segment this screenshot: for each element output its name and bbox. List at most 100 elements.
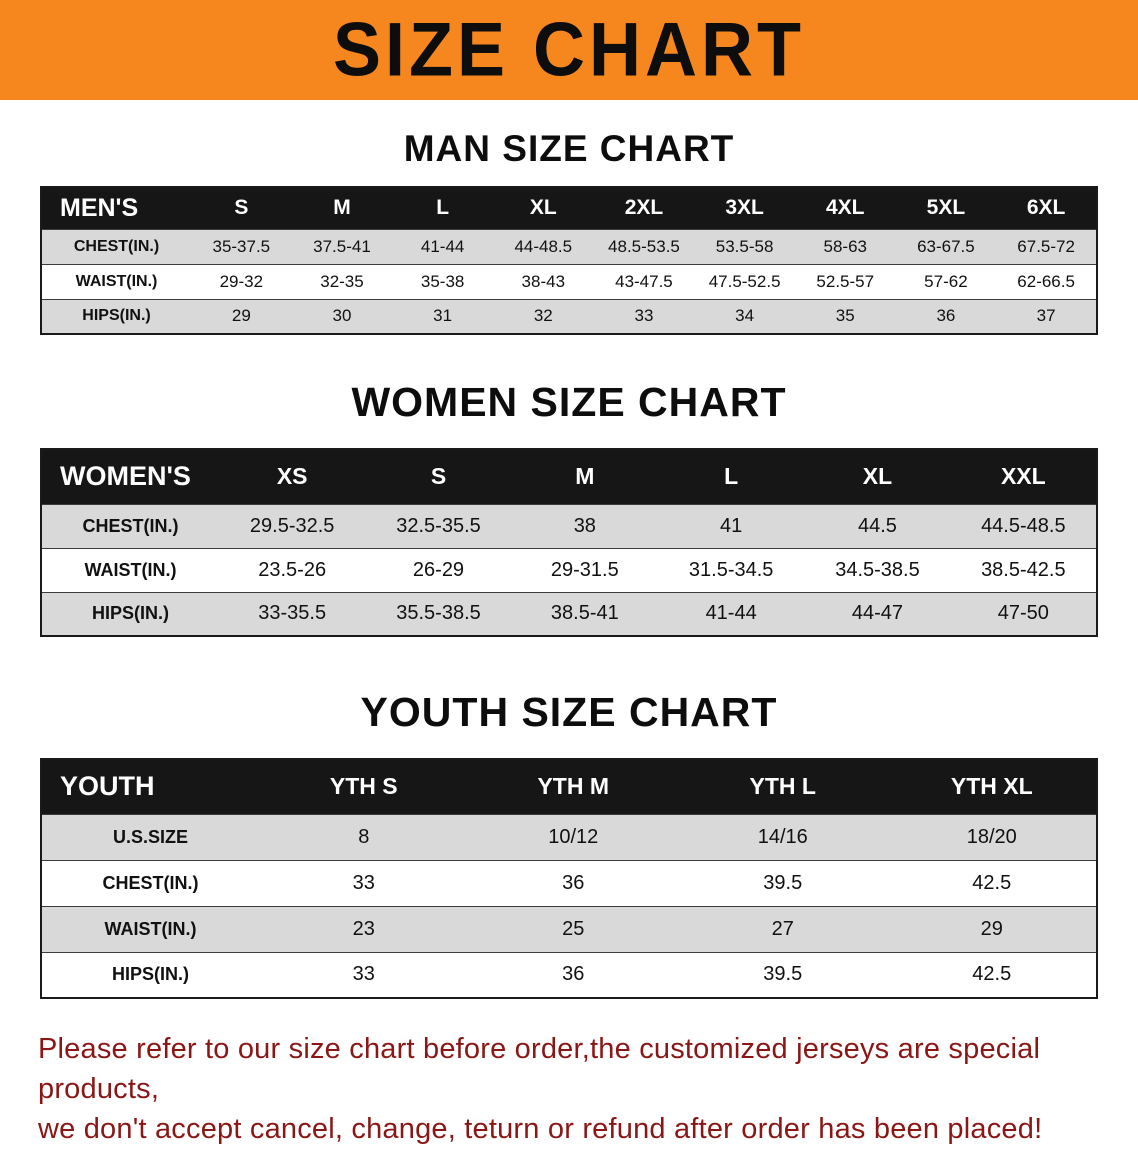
size-value-cell: 36: [468, 859, 678, 906]
size-value-cell: 42.5: [887, 951, 1097, 998]
measurement-row: HIPS(IN.) 33-35.5 35.5-38.5 38.5-41 41-44 44-…: [41, 591, 1097, 636]
size-value-cell: 10/12: [468, 813, 678, 860]
footer-notice: Please refer to our size chart before or…: [38, 1029, 1100, 1149]
size-value-cell: 29-31.5: [511, 547, 658, 592]
measurement-row: WAIST(IN.) 29-32 32-35 35-38 38-43 43-47.5 47.…: [41, 263, 1097, 299]
size-value-cell: 57-62: [895, 263, 997, 299]
men-section: MAN SIZE CHART MEN'S S M L XL 2XL 3XL 4XL 5XL 6XL…: [0, 128, 1138, 335]
size-value-cell: 31.5-34.5: [657, 547, 805, 592]
size-header-cell: XL: [492, 187, 594, 229]
size-value-cell: 52.5-57: [794, 263, 896, 299]
size-value-cell: 62-66.5: [996, 263, 1097, 299]
size-value-cell: 32-35: [291, 263, 393, 299]
row-label-cell: WAIST(IN.): [41, 905, 259, 952]
size-value-cell: 29.5-32.5: [219, 503, 366, 548]
men-size-table: MEN'S S M L XL 2XL 3XL 4XL 5XL 6XL CHEST(IN.) 35-37…: [40, 186, 1098, 335]
size-value-cell: 33: [593, 298, 695, 334]
size-value-cell: 37.5-41: [291, 228, 393, 264]
size-value-cell: 58-63: [794, 228, 896, 264]
size-header-cell: XS: [219, 449, 366, 504]
size-header-cell: 3XL: [694, 187, 795, 229]
size-header-cell: M: [511, 449, 658, 504]
size-header-cell: 5XL: [895, 187, 997, 229]
size-value-cell: 41-44: [657, 591, 805, 636]
row-label-cell: CHEST(IN.): [41, 859, 259, 906]
size-header-cell: XXL: [950, 449, 1097, 504]
measurement-row: U.S.SIZE 8 10/12 14/16 18/20: [41, 813, 1097, 860]
size-value-cell: 29: [191, 298, 292, 334]
men-section-heading: MAN SIZE CHART: [403, 128, 735, 169]
row-label-cell: U.S.SIZE: [41, 813, 259, 860]
size-value-cell: 34: [694, 298, 795, 334]
size-value-cell: 48.5-53.5: [593, 228, 695, 264]
size-header-cell: 2XL: [593, 187, 695, 229]
size-value-cell: 38.5-42.5: [950, 547, 1097, 592]
measurement-row: HIPS(IN.) 29 30 31 32 33 34 35 36 37: [41, 298, 1097, 334]
size-header-cell: M: [291, 187, 393, 229]
size-header-cell: L: [657, 449, 805, 504]
page-title: SIZE CHART: [333, 7, 805, 93]
table-title-cell: WOMEN'S: [41, 449, 219, 504]
size-value-cell: 32.5-35.5: [365, 503, 512, 548]
size-header-cell: S: [191, 187, 292, 229]
size-value-cell: 18/20: [887, 813, 1097, 860]
row-label-cell: CHEST(IN.): [41, 503, 219, 548]
size-value-cell: 35-38: [392, 263, 493, 299]
size-value-cell: 8: [259, 813, 469, 860]
size-value-cell: 36: [468, 951, 678, 998]
row-label-cell: HIPS(IN.): [41, 298, 191, 334]
youth-section: YOUTH SIZE CHART YOUTH YTH S YTH M YTH L YTH…: [0, 689, 1138, 999]
women-section: WOMEN SIZE CHART WOMEN'S XS S M L XL XXL CHEST(…: [0, 379, 1138, 637]
measurement-row: WAIST(IN.) 23.5-26 26-29 29-31.5 31.5-34.5 34…: [41, 547, 1097, 592]
banner: SIZE CHART: [0, 0, 1138, 100]
size-value-cell: 44.5-48.5: [950, 503, 1097, 548]
size-header-cell: YTH XL: [887, 759, 1097, 814]
size-value-cell: 33: [259, 859, 469, 906]
size-header-cell: 6XL: [996, 187, 1097, 229]
table-header-row: YOUTH YTH S YTH M YTH L YTH XL: [41, 759, 1097, 814]
size-header-cell: XL: [804, 449, 951, 504]
row-label-cell: HIPS(IN.): [41, 951, 259, 998]
size-value-cell: 38.5-41: [511, 591, 658, 636]
size-header-cell: YTH S: [259, 759, 469, 814]
size-value-cell: 39.5: [678, 951, 888, 998]
size-value-cell: 27: [678, 905, 888, 952]
youth-section-heading: YOUTH SIZE CHART: [360, 689, 778, 735]
size-value-cell: 14/16: [678, 813, 888, 860]
measurement-row: CHEST(IN.) 29.5-32.5 32.5-35.5 38 41 44.5 44.5…: [41, 503, 1097, 548]
size-value-cell: 47-50: [950, 591, 1097, 636]
size-value-cell: 29: [887, 905, 1097, 952]
size-value-cell: 33: [259, 951, 469, 998]
measurement-row: WAIST(IN.) 23 25 27 29: [41, 905, 1097, 952]
table-title-cell: MEN'S: [41, 187, 191, 229]
notice-line-1: Please refer to our size chart before or…: [38, 1033, 1041, 1106]
size-value-cell: 31: [392, 298, 493, 334]
row-label-cell: HIPS(IN.): [41, 591, 219, 636]
size-value-cell: 44-48.5: [492, 228, 594, 264]
size-value-cell: 41-44: [392, 228, 493, 264]
table-title-cell: YOUTH: [41, 759, 259, 814]
table-header-row: MEN'S S M L XL 2XL 3XL 4XL 5XL 6XL: [41, 187, 1097, 229]
size-value-cell: 41: [657, 503, 805, 548]
size-value-cell: 38: [511, 503, 658, 548]
size-header-cell: L: [392, 187, 493, 229]
women-section-heading: WOMEN SIZE CHART: [351, 379, 787, 425]
size-value-cell: 44-47: [804, 591, 951, 636]
size-value-cell: 36: [895, 298, 997, 334]
size-value-cell: 67.5-72: [996, 228, 1097, 264]
size-value-cell: 47.5-52.5: [694, 263, 795, 299]
size-value-cell: 32: [492, 298, 594, 334]
size-value-cell: 29-32: [191, 263, 292, 299]
size-value-cell: 34.5-38.5: [804, 547, 951, 592]
size-value-cell: 30: [291, 298, 393, 334]
size-header-cell: YTH M: [468, 759, 678, 814]
size-value-cell: 35-37.5: [191, 228, 292, 264]
table-header-row: WOMEN'S XS S M L XL XXL: [41, 449, 1097, 504]
youth-size-table: YOUTH YTH S YTH M YTH L YTH XL U.S.SIZE 8 10/12…: [40, 758, 1098, 999]
measurement-row: HIPS(IN.) 33 36 39.5 42.5: [41, 951, 1097, 998]
size-value-cell: 23.5-26: [219, 547, 366, 592]
row-label-cell: CHEST(IN.): [41, 228, 191, 264]
size-value-cell: 26-29: [365, 547, 512, 592]
size-value-cell: 23: [259, 905, 469, 952]
